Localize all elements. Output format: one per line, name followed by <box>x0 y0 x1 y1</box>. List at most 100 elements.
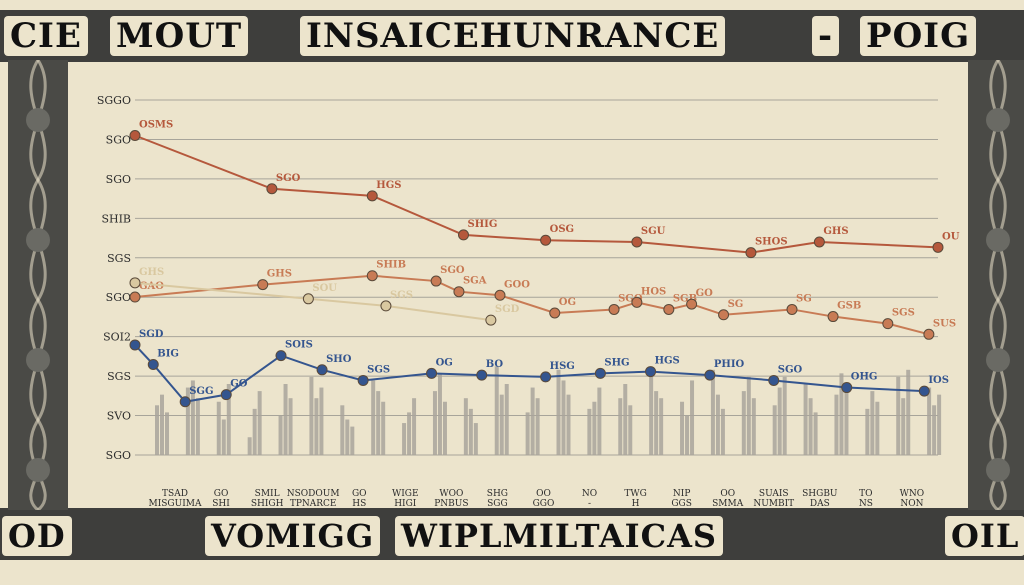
data-label: OG <box>436 357 453 368</box>
data-point <box>631 236 643 248</box>
x-tick-label: HS <box>352 499 366 509</box>
data-point <box>476 369 488 381</box>
bar <box>618 398 623 455</box>
bar <box>185 387 190 455</box>
data-point <box>768 374 780 386</box>
bar <box>278 415 283 455</box>
data-point <box>302 293 314 305</box>
data-label: GHS <box>139 267 164 278</box>
bar <box>901 398 906 455</box>
data-label: SGD <box>495 304 520 315</box>
x-tick-label: NSODOUM <box>287 489 340 499</box>
data-point <box>458 229 469 241</box>
bar <box>659 398 664 455</box>
data-point <box>549 307 561 319</box>
bar <box>221 419 226 455</box>
x-tick-label: WIGE <box>392 489 419 499</box>
bar <box>190 380 195 455</box>
data-point <box>147 358 159 370</box>
bar <box>468 408 473 455</box>
bar <box>155 405 159 455</box>
top-banner-word: POIG <box>860 16 977 56</box>
bar <box>195 398 200 455</box>
data-label: GHS <box>823 226 848 237</box>
bar <box>376 391 381 455</box>
bar <box>160 394 164 455</box>
data-point <box>494 289 506 301</box>
data-point <box>426 367 438 379</box>
x-tick-label: SGG <box>487 499 508 509</box>
data-label: SGO <box>778 364 803 375</box>
data-point <box>663 303 675 315</box>
bar <box>680 401 685 455</box>
x-tick-label: NON <box>900 499 923 509</box>
y-tick-label: SGS <box>107 252 131 265</box>
top-banner-title: CIE MOUT INSAICEHUNRANCE - POIG <box>0 16 1024 56</box>
data-label: SGA <box>463 276 487 287</box>
bar <box>751 398 756 455</box>
data-point <box>357 374 369 386</box>
bar <box>252 408 257 455</box>
bar <box>350 426 355 455</box>
bar <box>592 401 597 455</box>
data-point <box>813 236 825 248</box>
x-tick-label: WOO <box>439 489 463 499</box>
data-point <box>129 277 141 289</box>
data-point <box>129 130 141 141</box>
bar <box>165 412 169 455</box>
x-tick-label: GGO <box>533 499 555 509</box>
y-tick-label: SGS <box>107 370 131 383</box>
bottom-banner-word: VOMIGG <box>205 516 381 556</box>
bar <box>927 387 932 455</box>
data-point <box>257 279 269 291</box>
bar <box>463 398 468 455</box>
bar <box>720 408 725 455</box>
bar <box>813 412 818 455</box>
data-label: SGO <box>618 293 643 304</box>
series-line <box>134 344 925 403</box>
bar <box>777 387 782 455</box>
top-banner-word: CIE <box>4 16 88 56</box>
data-label: BO <box>486 359 504 370</box>
x-tick-label: NUMBIT <box>753 499 794 509</box>
y-tick-label: SGO <box>106 173 131 186</box>
bar <box>654 391 659 455</box>
y-tick-label: SOI2 <box>103 331 131 344</box>
bar <box>865 408 870 455</box>
data-point <box>430 275 442 287</box>
data-point <box>179 396 191 408</box>
x-tick-label: NO <box>582 489 597 499</box>
x-tick-label: PNBUS <box>434 499 468 509</box>
data-label: SHIG <box>468 219 498 230</box>
bar <box>371 380 376 455</box>
data-point <box>932 241 944 253</box>
data-label: SG <box>728 299 744 310</box>
y-tick-label: SVO <box>107 410 131 423</box>
x-tick-label: TO <box>859 489 872 499</box>
x-tick-label: SHG <box>487 489 508 499</box>
data-point <box>608 303 620 315</box>
y-tick-label: SHIB <box>101 212 131 225</box>
x-tick-label: OO <box>720 489 735 499</box>
data-point <box>718 309 730 321</box>
bar <box>556 369 561 455</box>
x-tick-label: H <box>632 499 640 509</box>
bar <box>247 437 252 455</box>
top-banner-word: - <box>812 16 840 56</box>
data-point <box>366 190 378 202</box>
x-tick-label: SMIL <box>255 489 280 499</box>
data-label: GSB <box>837 301 861 312</box>
bar <box>319 387 324 455</box>
bar <box>772 405 777 455</box>
bar <box>309 376 314 455</box>
data-label: SOU <box>312 283 337 294</box>
bar <box>839 373 844 455</box>
bottom-banner-word: OIL <box>945 516 1024 556</box>
data-label: SGS <box>892 308 915 319</box>
bar <box>685 415 690 455</box>
data-point <box>841 382 853 394</box>
bar <box>566 394 571 455</box>
bar <box>587 408 592 455</box>
